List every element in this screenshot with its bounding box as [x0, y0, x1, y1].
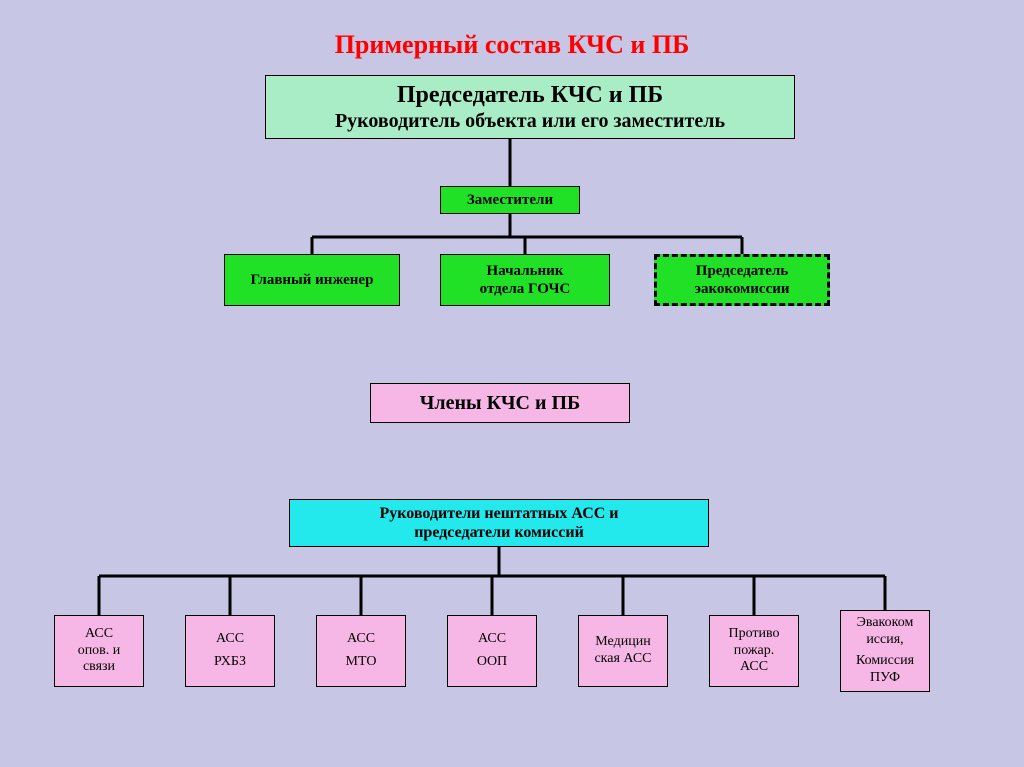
diagram-canvas: Примерный состав КЧС и ПБ Председатель К…: [0, 0, 1024, 767]
leaders-box: Руководители нештатных АСС и председател…: [289, 499, 709, 547]
leaf-ass-opov-svyazi: АСС опов. и связи: [54, 615, 144, 687]
deputy-gochs-head: Начальник отдела ГОЧС: [440, 254, 610, 306]
page-title: Примерный состав КЧС и ПБ: [0, 30, 1024, 60]
leaf-ass-rhbz: АСС РХБЗ: [185, 615, 275, 687]
leaf-ass-oop: АСС ООП: [447, 615, 537, 687]
deputies-label: Заместители: [467, 191, 553, 209]
leaf-ass-mto: АСС МТО: [316, 615, 406, 687]
chairman-title: Председатель КЧС и ПБ: [397, 81, 663, 110]
deputy-eco-chair: Председатель эакокомиссии: [654, 254, 830, 306]
deputies-hub: Заместители: [440, 186, 580, 214]
chairman-box: Председатель КЧС и ПБ Руководитель объек…: [265, 75, 795, 139]
members-box: Члены КЧС и ПБ: [370, 383, 630, 423]
members-label: Члены КЧС и ПБ: [420, 391, 581, 415]
chairman-subtitle: Руководитель объекта или его заместитель: [335, 109, 725, 133]
leaf-med-ass: Медицин ская АСС: [578, 615, 668, 687]
leaf-evac-puf: Эвакоком иссия, Комиссия ПУФ: [840, 610, 930, 692]
leaf-fire-ass: Противо пожар. АСС: [709, 615, 799, 687]
deputy-chief-engineer: Главный инженер: [224, 254, 400, 306]
